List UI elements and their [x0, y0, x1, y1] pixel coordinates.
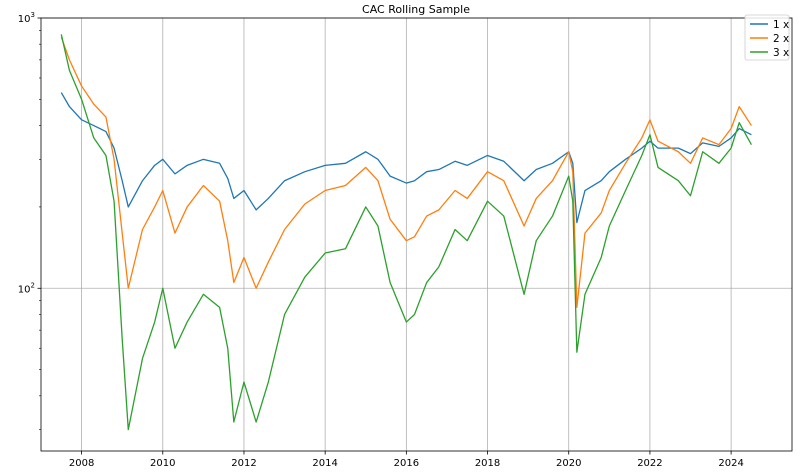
x-tick-label: 2012: [231, 458, 256, 469]
y-tick-label-base: 10: [18, 14, 31, 25]
series-lines: [60, 34, 752, 431]
x-tick-label: 2022: [637, 458, 662, 469]
y-tick-label-base: 10: [18, 284, 31, 295]
x-tick-label: 2020: [556, 458, 581, 469]
legend-label: 3 x: [773, 47, 789, 59]
legend: 1 x 2 x 3 x: [744, 14, 790, 61]
x-tick-label: 2008: [69, 458, 94, 469]
x-tick-label: 2024: [718, 458, 743, 469]
x-tick-label: 2018: [475, 458, 500, 469]
x-tick-label: 2016: [394, 458, 419, 469]
chart-title: CAC Rolling Sample: [362, 3, 470, 16]
x-tick-label: 2014: [312, 458, 337, 469]
legend-label: 1 x: [773, 19, 789, 31]
axes: 2008 2010 2012 2014 2016 2018 2020 2022 20241021…: [18, 11, 744, 469]
x-tick-label: 2010: [150, 458, 175, 469]
y-tick-label-exponent: 3: [31, 11, 35, 19]
series-line-2: [60, 36, 752, 309]
y-tick-label: 102: [18, 281, 35, 295]
plot-frame: [40, 17, 793, 452]
y-tick-label: 103: [18, 11, 35, 25]
legend-label: 2 x: [773, 33, 789, 45]
y-tick-label-exponent: 2: [31, 281, 35, 289]
series-line-1: [60, 92, 752, 224]
series-line-3: [60, 34, 752, 431]
